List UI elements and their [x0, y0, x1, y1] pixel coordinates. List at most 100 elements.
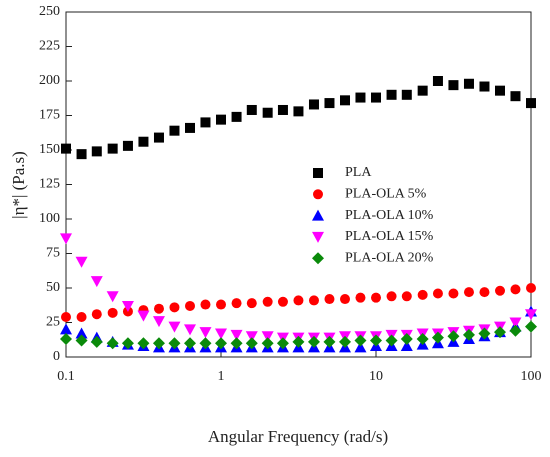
data-point — [386, 291, 397, 302]
data-point — [277, 104, 288, 115]
data-point — [526, 283, 536, 293]
data-point — [370, 334, 382, 347]
data-point — [262, 107, 273, 118]
data-point — [386, 89, 397, 100]
data-point — [525, 320, 537, 333]
legend-label: PLA — [345, 165, 372, 180]
data-point — [91, 146, 102, 157]
data-point — [339, 335, 352, 348]
legend-marker — [313, 168, 323, 178]
data-point — [355, 92, 366, 103]
data-point — [494, 326, 507, 339]
data-point — [354, 334, 367, 347]
data-point — [91, 309, 102, 320]
data-point — [261, 331, 274, 343]
legend-marker — [312, 209, 324, 221]
y-tick-label: 50 — [46, 280, 60, 295]
y-tick-label: 175 — [39, 108, 60, 123]
data-point — [137, 337, 150, 350]
x-tick-label: 0.1 — [57, 369, 75, 384]
x-tick-label: 100 — [521, 369, 542, 384]
data-point — [525, 309, 537, 321]
data-point — [245, 331, 258, 343]
data-point — [510, 284, 521, 295]
data-point — [417, 289, 428, 300]
data-point — [479, 81, 490, 92]
data-point — [526, 98, 536, 109]
data-point — [199, 337, 212, 350]
data-point — [90, 335, 103, 348]
data-point — [60, 233, 72, 245]
data-point — [463, 287, 474, 298]
data-point — [246, 298, 257, 309]
data-point — [168, 337, 181, 350]
legend-marker — [312, 231, 324, 243]
data-point — [509, 324, 522, 337]
data-point — [215, 328, 227, 340]
data-point — [184, 337, 197, 350]
y-tick-label: 100 — [39, 211, 60, 226]
data-point — [417, 85, 428, 96]
data-point — [60, 333, 72, 346]
data-point — [185, 300, 196, 311]
data-point — [60, 323, 72, 335]
x-axis-title: Angular Frequency (rad/s) — [208, 427, 388, 446]
y-tick-label: 200 — [39, 73, 60, 88]
data-point — [230, 329, 243, 341]
data-point — [106, 337, 119, 350]
data-point — [447, 330, 460, 343]
data-point — [245, 337, 258, 350]
data-point — [107, 143, 118, 154]
data-point — [153, 132, 164, 143]
data-point — [432, 288, 443, 299]
data-point — [308, 99, 319, 110]
data-point — [199, 327, 212, 339]
legend-label: PLA-OLA 5% — [345, 187, 427, 202]
data-point — [75, 327, 88, 339]
y-tick-label: 150 — [39, 142, 60, 157]
data-point — [262, 296, 273, 307]
data-point — [169, 302, 180, 313]
legend-label: PLA-OLA 10% — [345, 208, 434, 223]
data-point — [230, 337, 243, 350]
data-point — [121, 300, 134, 312]
y-tick-label: 250 — [39, 4, 60, 19]
y-tick-label: 125 — [39, 177, 60, 192]
data-point — [152, 316, 165, 328]
data-point — [432, 76, 443, 86]
data-point — [75, 256, 88, 268]
data-point — [400, 333, 413, 346]
data-point — [215, 337, 227, 350]
data-point — [293, 106, 304, 117]
x-tick-label: 1 — [218, 369, 225, 384]
data-point — [61, 311, 71, 322]
data-point — [510, 91, 521, 102]
data-point — [416, 333, 429, 346]
legend-label: PLA-OLA 20% — [345, 250, 434, 265]
data-point — [106, 291, 119, 303]
data-point — [340, 294, 351, 305]
x-tick-label: 10 — [369, 369, 383, 384]
data-point — [168, 321, 181, 333]
data-point — [261, 337, 274, 350]
data-point — [75, 334, 88, 347]
data-point — [324, 98, 335, 109]
data-point — [200, 299, 211, 310]
data-point — [152, 337, 165, 350]
data-point — [169, 125, 180, 136]
data-point — [137, 310, 150, 322]
data-point — [231, 298, 242, 309]
data-point — [323, 335, 336, 348]
data-point — [478, 327, 491, 340]
data-point — [401, 291, 412, 302]
data-point — [371, 292, 381, 303]
data-point — [292, 335, 305, 348]
data-point — [121, 337, 134, 350]
data-point — [462, 328, 475, 341]
data-point — [276, 337, 289, 350]
y-tick-label: 0 — [53, 349, 60, 364]
y-tick-label: 25 — [46, 315, 60, 330]
data-point — [293, 295, 304, 306]
legend-label: PLA-OLA 15% — [345, 229, 434, 244]
data-point — [400, 339, 413, 351]
